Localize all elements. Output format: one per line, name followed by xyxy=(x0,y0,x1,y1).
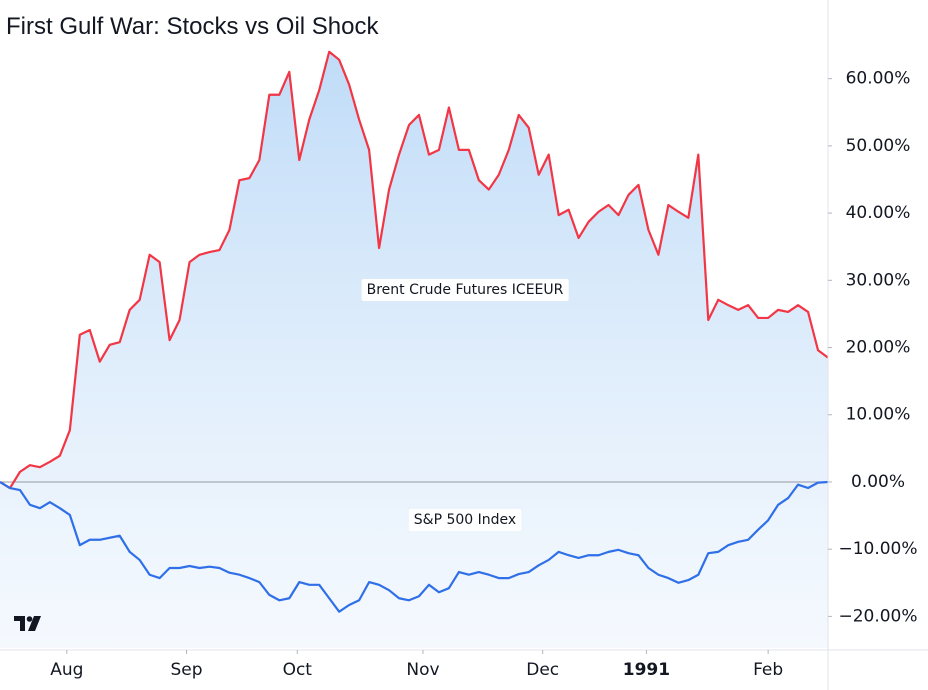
x-tick-label: Dec xyxy=(526,660,559,680)
y-tick-label: 50.00% xyxy=(846,136,911,156)
x-tick-label: Aug xyxy=(50,660,83,680)
x-tick-label: Nov xyxy=(406,660,439,680)
series-label-box: S&P 500 Index xyxy=(408,509,522,531)
series-label: Brent Crude Futures ICEEUR xyxy=(367,282,564,298)
series-label-box: Brent Crude Futures ICEEUR xyxy=(361,279,569,301)
y-tick-label: 0.00% xyxy=(851,472,905,492)
x-tick-label: Oct xyxy=(283,660,313,680)
y-tick-label: −10.00% xyxy=(838,539,917,559)
axis-layer: 60.00% 50.00% 40.00% 30.00% 20.00% 10.00% 0.00… xyxy=(50,69,917,680)
x-tick-label: Feb xyxy=(753,660,783,680)
series-line xyxy=(0,480,829,613)
x-tick-label: Sep xyxy=(171,660,203,680)
series-line xyxy=(0,50,829,490)
series-label-bg xyxy=(408,509,522,531)
area-fill xyxy=(0,51,828,648)
chart-title: First Gulf War: Stocks vs Oil Shock xyxy=(6,13,380,40)
x-tick-label: 1991 xyxy=(623,660,670,680)
y-tick-label: 20.00% xyxy=(846,338,911,358)
y-tick-label: 60.00% xyxy=(846,69,911,89)
series-label: S&P 500 Index xyxy=(414,512,516,528)
y-tick-label: 40.00% xyxy=(846,203,911,223)
y-tick-label: −20.00% xyxy=(838,606,917,626)
y-tick-label: 30.00% xyxy=(846,270,911,290)
area-layer xyxy=(0,51,828,648)
y-tick-label: 10.00% xyxy=(846,405,911,425)
tradingview-logo xyxy=(14,616,41,631)
series-label-bg xyxy=(361,279,569,301)
line-layer: Brent Crude Futures ICEEUR S&P 500 Index xyxy=(0,50,829,613)
